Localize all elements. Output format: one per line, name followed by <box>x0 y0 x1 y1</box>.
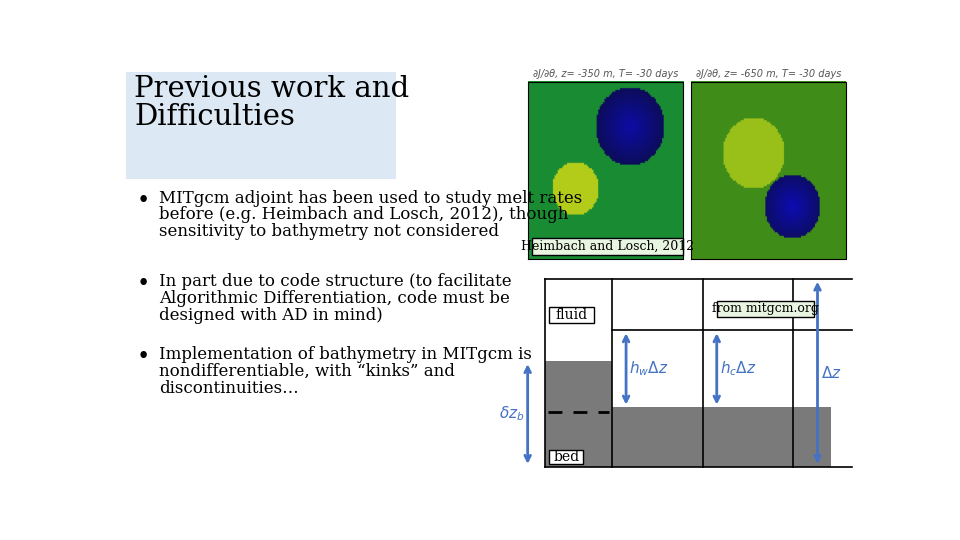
Text: MITgcm adjoint has been used to study melt rates: MITgcm adjoint has been used to study me… <box>158 190 582 206</box>
Text: $\Delta z$: $\Delta z$ <box>822 365 842 381</box>
Bar <box>612 408 831 467</box>
Text: •: • <box>137 346 151 368</box>
Text: nondifferentiable, with “kinks” and: nondifferentiable, with “kinks” and <box>158 363 455 380</box>
Text: sensitivity to bathymetry not considered: sensitivity to bathymetry not considered <box>158 224 499 240</box>
Text: from mitgcm.org: from mitgcm.org <box>711 302 819 315</box>
Bar <box>717 301 814 316</box>
Text: In part due to code structure (to facilitate: In part due to code structure (to facili… <box>158 273 512 289</box>
Text: $h_c\Delta z$: $h_c\Delta z$ <box>720 360 756 379</box>
Text: Difficulties: Difficulties <box>134 103 295 131</box>
Bar <box>544 361 612 467</box>
Text: bed: bed <box>553 450 580 464</box>
Text: designed with AD in mind): designed with AD in mind) <box>158 307 382 323</box>
Text: Algorithmic Differentiation, code must be: Algorithmic Differentiation, code must b… <box>158 289 510 307</box>
Text: $\delta z_b$: $\delta z_b$ <box>499 404 524 423</box>
Text: •: • <box>137 190 151 212</box>
Text: •: • <box>137 273 151 295</box>
Bar <box>549 450 584 464</box>
Bar <box>532 238 684 255</box>
Text: $h_w\Delta z$: $h_w\Delta z$ <box>629 360 669 379</box>
Text: Implementation of bathymetry in MITgcm is: Implementation of bathymetry in MITgcm i… <box>158 346 532 363</box>
Text: before (e.g. Heimbach and Losch, 2012), though: before (e.g. Heimbach and Losch, 2012), … <box>158 206 568 224</box>
Bar <box>126 72 396 179</box>
Text: ∂J/∂θ, z= -350 m, T= -30 days: ∂J/∂θ, z= -350 m, T= -30 days <box>533 70 679 79</box>
Text: Previous work and: Previous work and <box>134 75 409 103</box>
Text: fluid: fluid <box>556 308 588 322</box>
Text: Heimbach and Losch, 2012: Heimbach and Losch, 2012 <box>521 240 694 253</box>
Text: ∂J/∂θ, z= -650 m, T= -30 days: ∂J/∂θ, z= -650 m, T= -30 days <box>696 70 841 79</box>
Bar <box>549 307 594 323</box>
Text: discontinuities…: discontinuities… <box>158 380 299 397</box>
